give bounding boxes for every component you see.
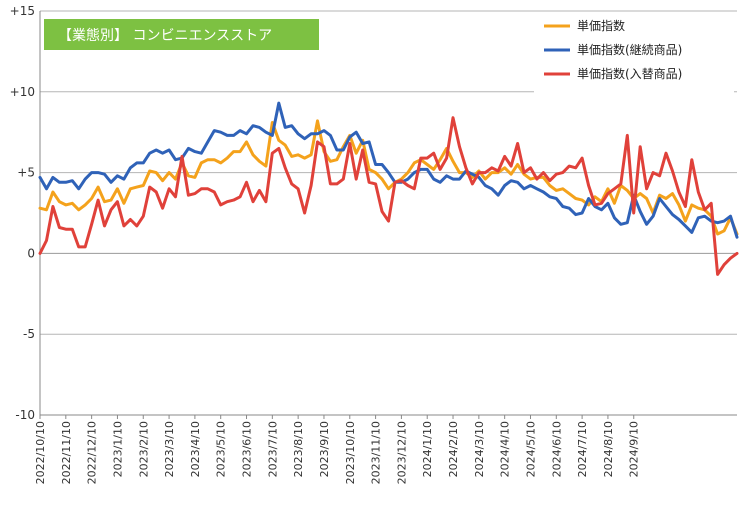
x-tick-label: 2023/2/10 (137, 421, 150, 477)
y-tick-label: -5 (23, 327, 35, 341)
axes (39, 11, 737, 416)
x-tick-label: 2023/9/10 (318, 421, 331, 477)
y-tick-label: +15 (10, 4, 35, 18)
x-tick-label: 2024/3/10 (473, 421, 486, 477)
x-tick-label: 2024/5/10 (524, 421, 537, 477)
x-tick-label: 2023/8/10 (292, 421, 305, 477)
x-tick-label: 2022/12/10 (86, 421, 99, 484)
x-tick-label: 2023/7/10 (266, 421, 279, 477)
y-tick-label: +5 (17, 166, 35, 180)
series-line-1 (38, 101, 739, 239)
x-tick-label: 2024/2/10 (447, 421, 460, 477)
x-tick-label: 2023/3/10 (163, 421, 176, 477)
x-tick-label: 2023/11/10 (370, 421, 383, 484)
x-tick-label: 2022/10/10 (34, 421, 47, 484)
x-tick-label: 2024/1/10 (421, 421, 434, 477)
x-tick-label: 2024/9/10 (628, 421, 641, 477)
y-tick-label: -10 (15, 408, 35, 422)
y-tick-label: +10 (10, 85, 35, 99)
x-tick-label: 2023/5/10 (215, 421, 228, 477)
x-tick-label: 2023/4/10 (189, 421, 202, 477)
chart-title-background (44, 19, 319, 50)
x-tick-label: 2023/6/10 (241, 421, 254, 477)
y-tick-label: 0 (27, 246, 35, 260)
legend-label-0: 単価指数 (577, 18, 625, 33)
y-axis-ticks: +15 +10 +5 0 -5 -10 (10, 4, 35, 422)
x-tick-label: 2023/1/10 (111, 421, 124, 477)
x-axis-ticks: 2022/10/10 2022/11/10 2022/12/10 2023/1/10 2… (34, 415, 641, 484)
legend-label-2: 単価指数(入替商品) (577, 66, 682, 81)
x-tick-label: 2023/10/10 (344, 421, 357, 484)
x-tick-label: 2023/12/10 (395, 421, 408, 484)
x-tick-label: 2024/7/10 (576, 421, 589, 477)
x-tick-label: 2024/4/10 (499, 421, 512, 477)
legend-label-1: 単価指数(継続商品) (577, 42, 682, 57)
series-lines (38, 101, 739, 276)
chart-title-box: 【業態別】 コンビニエンスストア (44, 19, 319, 50)
x-tick-label: 2022/11/10 (60, 421, 73, 484)
series-line-2 (38, 116, 739, 276)
x-tick-label: 2024/6/10 (550, 421, 563, 477)
x-tick-label: 2024/8/10 (602, 421, 615, 477)
chart-title: 【業態別】 コンビニエンスストア (58, 28, 272, 44)
